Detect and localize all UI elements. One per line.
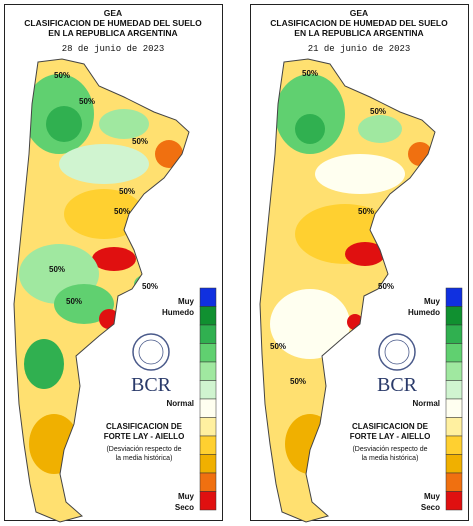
legend-swatch	[199, 398, 217, 418]
contour-label: 50%	[49, 265, 65, 274]
map-date: 28 de junio de 2023	[62, 44, 165, 54]
legend-swatch	[199, 361, 217, 381]
moisture-zone	[46, 106, 82, 142]
moisture-zone	[24, 339, 64, 389]
contour-label: 50%	[132, 137, 148, 146]
legend-swatch	[445, 343, 463, 363]
note: la media histórica)	[362, 455, 419, 462]
classification: CLASIFICACION DE	[106, 422, 183, 431]
contour-label: 50%	[119, 187, 135, 196]
contour-label: 50%	[114, 207, 130, 216]
legend-swatch	[445, 380, 463, 400]
contour-label: 50%	[66, 297, 82, 306]
contour-label: 50%	[358, 207, 374, 216]
map-title: EN LA REPUBLICA ARGENTINA	[294, 28, 423, 38]
moisture-zone	[64, 189, 144, 239]
legend-label: Muy	[424, 492, 441, 501]
contour-label: 50%	[370, 107, 386, 116]
legend-swatch	[199, 343, 217, 363]
legend-swatch	[199, 417, 217, 437]
legend-swatch	[199, 306, 217, 326]
legend-label: Muy	[178, 492, 195, 501]
logo-seal	[132, 333, 170, 371]
legend-swatch	[445, 361, 463, 381]
legend-label: Normal	[166, 399, 194, 408]
map-title: GEA	[104, 8, 122, 18]
note: la media histórica)	[116, 455, 173, 462]
legend-label: Normal	[412, 399, 440, 408]
legend-swatch	[445, 491, 463, 511]
legend-swatch	[199, 380, 217, 400]
moisture-zone	[270, 289, 350, 359]
contour-label: 50%	[302, 69, 318, 78]
legend-swatch	[199, 324, 217, 344]
moisture-zone	[59, 144, 149, 184]
legend-swatch	[445, 287, 463, 307]
logo-seal	[378, 333, 416, 371]
logo-seal-inner	[384, 339, 410, 365]
legend-swatch	[445, 454, 463, 474]
legend-swatch	[199, 287, 217, 307]
contour-label: 50%	[270, 342, 286, 351]
legend-swatch	[445, 324, 463, 344]
contour-label: 50%	[378, 282, 394, 291]
contour-label: 50%	[142, 282, 158, 291]
note: (Desviación respecto de	[352, 446, 427, 453]
map-title: CLASIFICACION DE HUMEDAD DEL SUELO	[24, 18, 202, 28]
moisture-zone	[295, 114, 325, 144]
legend-swatch	[445, 417, 463, 437]
legend-swatch	[445, 472, 463, 492]
legend-label: Humedo	[162, 308, 194, 317]
map-title: CLASIFICACION DE HUMEDAD DEL SUELO	[270, 18, 448, 28]
legend-label: Humedo	[408, 308, 440, 317]
classification: CLASIFICACION DE	[352, 422, 429, 431]
country-outline	[259, 58, 436, 523]
logo-seal-inner	[138, 339, 164, 365]
legend-swatch	[445, 435, 463, 455]
classification: FORTE LAY - AIELLO	[350, 432, 431, 441]
legend-label: Seco	[175, 503, 194, 512]
contour-label: 50%	[79, 97, 95, 106]
moisture-zone	[358, 115, 402, 143]
legend-label: Muy	[178, 297, 195, 306]
legend-swatch	[445, 306, 463, 326]
moisture-zone	[92, 247, 136, 271]
contour-label: 50%	[54, 71, 70, 80]
brand: BCR	[377, 374, 418, 396]
legend-swatch	[199, 472, 217, 492]
map-title: EN LA REPUBLICA ARGENTINA	[48, 28, 177, 38]
moisture-zone	[315, 154, 405, 194]
legend-label: Seco	[421, 503, 440, 512]
map-date: 21 de junio de 2023	[308, 44, 411, 54]
map-title: GEA	[350, 8, 368, 18]
brand: BCR	[131, 374, 172, 396]
moisture-zone	[345, 242, 385, 266]
legend-label: Muy	[424, 297, 441, 306]
contour-label: 50%	[290, 377, 306, 386]
country-outline	[13, 58, 190, 523]
legend-swatch	[199, 491, 217, 511]
legend-swatch	[199, 454, 217, 474]
classification: FORTE LAY - AIELLO	[104, 432, 185, 441]
legend-swatch	[445, 398, 463, 418]
moisture-zone	[155, 140, 183, 168]
legend-swatch	[199, 435, 217, 455]
moisture-zone	[54, 284, 114, 324]
note: (Desviación respecto de	[106, 446, 181, 453]
moisture-zone	[99, 109, 149, 139]
